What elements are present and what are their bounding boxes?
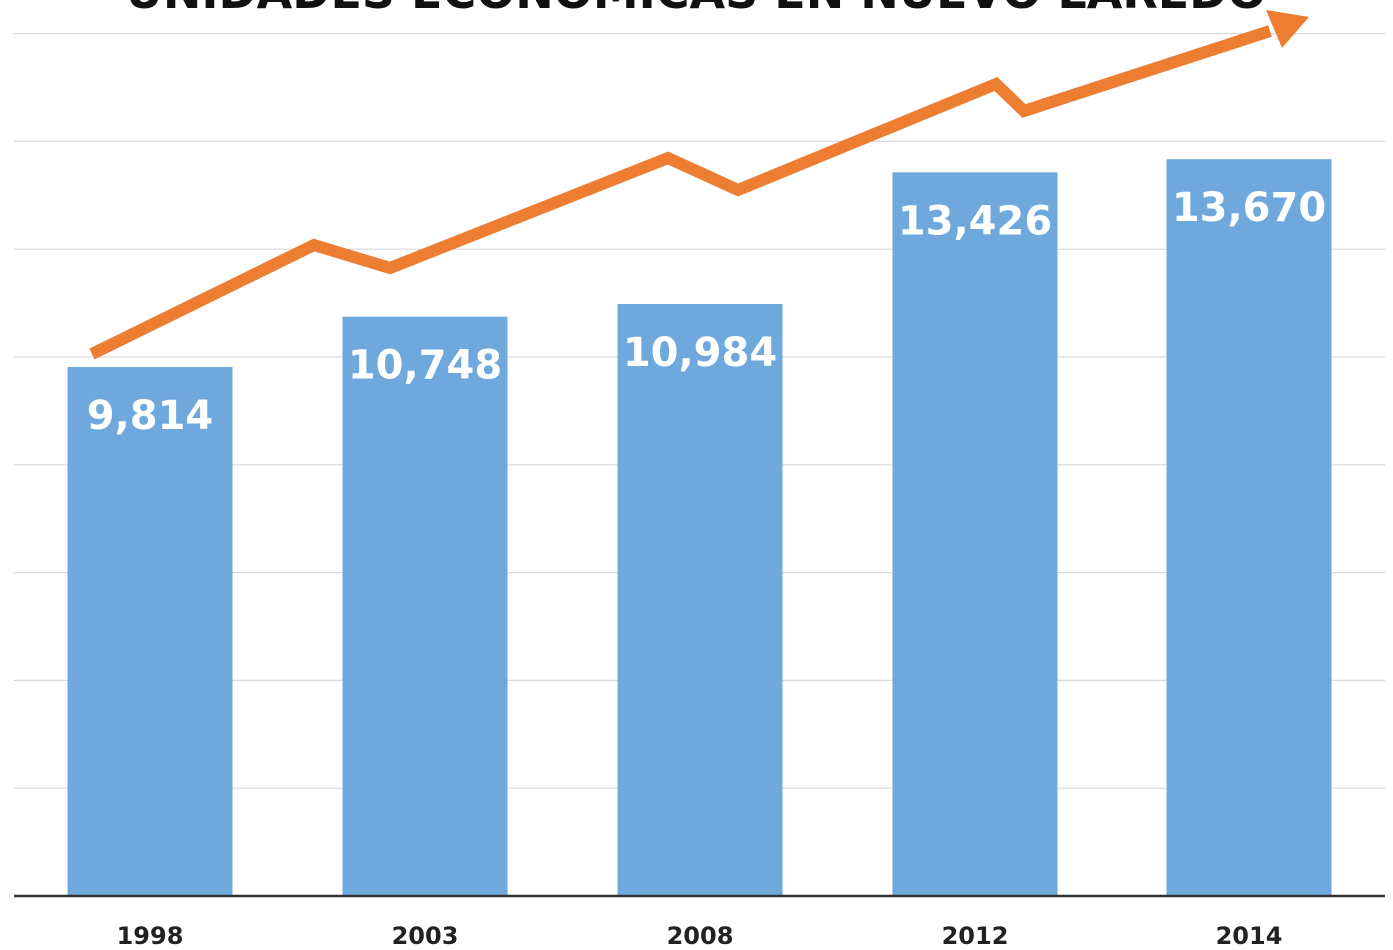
tick-label-2014: 2014 [1216, 922, 1283, 950]
tick-label-1998: 1998 [117, 922, 184, 950]
chart-title: UNIDADES ECONÓMICAS EN NUEVO LAREDO [126, 0, 1267, 19]
value-label-2014: 13,670 [1172, 185, 1326, 231]
bar-2003 [342, 316, 508, 896]
tick-label-2012: 2012 [942, 922, 1009, 950]
tick-label-2008: 2008 [667, 922, 734, 950]
value-label-2003: 10,748 [348, 343, 502, 389]
trend-arrow [89, 10, 1309, 360]
tick-label-2003: 2003 [392, 922, 459, 950]
value-label-1998: 9,814 [87, 393, 214, 439]
trend-line [89, 25, 1272, 360]
bars [67, 159, 1332, 896]
bar-1998 [67, 367, 233, 896]
x-axis-tick-labels: 1998 2003 2008 2012 2014 [117, 922, 1283, 950]
arrow-head-icon [1266, 10, 1309, 48]
value-labels: 9,814 10,748 10,984 13,426 13,670 [87, 185, 1326, 439]
bar-2012 [892, 172, 1058, 896]
value-label-2008: 10,984 [623, 330, 777, 376]
value-label-2012: 13,426 [898, 198, 1052, 244]
bar-2008 [617, 303, 783, 896]
bar-2014 [1166, 159, 1332, 896]
